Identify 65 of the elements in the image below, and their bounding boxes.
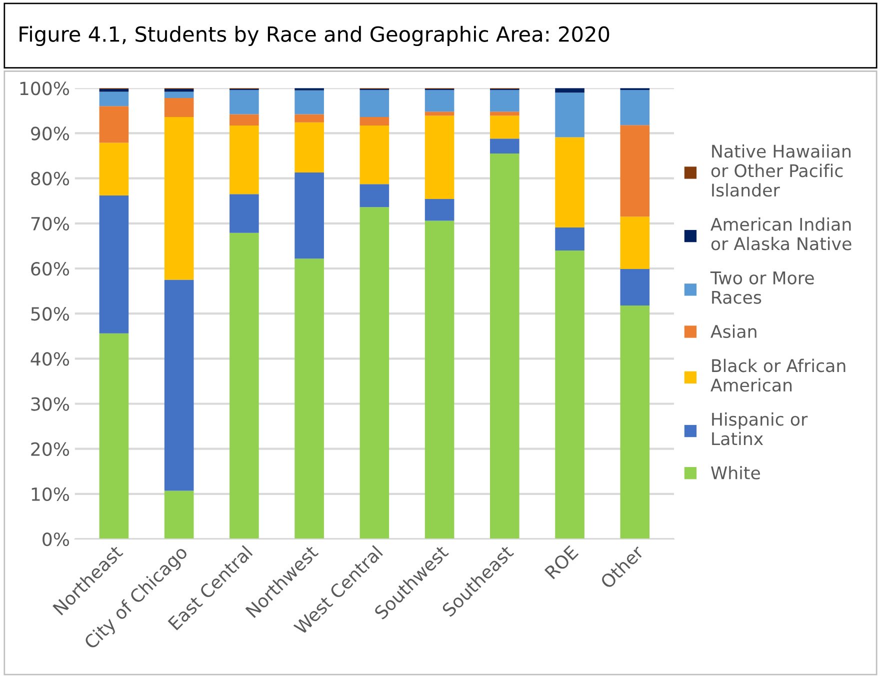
bar [230, 194, 259, 233]
bar [555, 250, 584, 540]
bar [99, 92, 129, 106]
bar [99, 106, 129, 143]
legend-label: Two or More Races [710, 272, 814, 304]
bar [164, 280, 194, 491]
bar [490, 138, 520, 154]
bar [424, 90, 454, 112]
bar [230, 232, 259, 540]
bar [99, 195, 129, 334]
bar [555, 227, 584, 250]
bar [490, 90, 520, 112]
bar [294, 258, 324, 540]
bar [424, 116, 454, 200]
bar [620, 216, 650, 269]
bar [99, 333, 129, 540]
bar [360, 207, 390, 540]
bar [620, 268, 650, 306]
chart-title: Figure 4.1, Students by Race and Geographic Area: 2020 [20, 26, 610, 46]
y-tick-label: 60% [31, 262, 70, 276]
bar [294, 114, 324, 122]
bar [164, 89, 194, 92]
bar [360, 184, 390, 208]
y-tick-label: 30% [31, 397, 70, 411]
bar [164, 98, 194, 117]
y-tick-label: 10% [32, 487, 70, 502]
bar [230, 114, 259, 126]
bar [294, 122, 324, 172]
bar [360, 126, 390, 184]
y-tick-label: 20% [31, 442, 70, 456]
bar [620, 305, 650, 540]
bar [424, 199, 454, 221]
bar [164, 92, 194, 98]
bar [360, 116, 390, 126]
bar [555, 92, 584, 138]
y-tick-label: 70% [31, 216, 70, 231]
legend-label: Hispanic or Latinx [712, 412, 808, 446]
bar [424, 112, 454, 116]
y-tick-label: 100% [20, 82, 70, 96]
bar [294, 90, 324, 114]
bar [164, 116, 194, 280]
bar [360, 90, 390, 117]
bar [490, 112, 520, 116]
y-tick-label: 80% [31, 172, 70, 186]
legend-label: Native Hawaiian or Other Pacific Islander [711, 144, 850, 197]
bar [294, 172, 324, 259]
bar [490, 154, 520, 540]
bar [424, 220, 454, 540]
y-tick-label: 90% [31, 126, 70, 140]
bar [99, 89, 129, 92]
legend-label: Asian [710, 324, 756, 338]
bar [230, 126, 259, 194]
legend-label: Black or African American [710, 358, 846, 392]
legend-label: White [711, 466, 760, 480]
bar [490, 116, 520, 139]
bar [164, 490, 194, 540]
y-tick-label: 0% [42, 532, 70, 546]
legend-label: American Indian or Alaska Native [710, 217, 852, 250]
bar [620, 125, 650, 217]
bar [230, 90, 259, 114]
bar [620, 90, 650, 126]
bar [555, 137, 584, 228]
y-tick-label: 40% [30, 352, 70, 366]
bar [99, 142, 129, 196]
y-tick-label: 50% [31, 307, 70, 321]
